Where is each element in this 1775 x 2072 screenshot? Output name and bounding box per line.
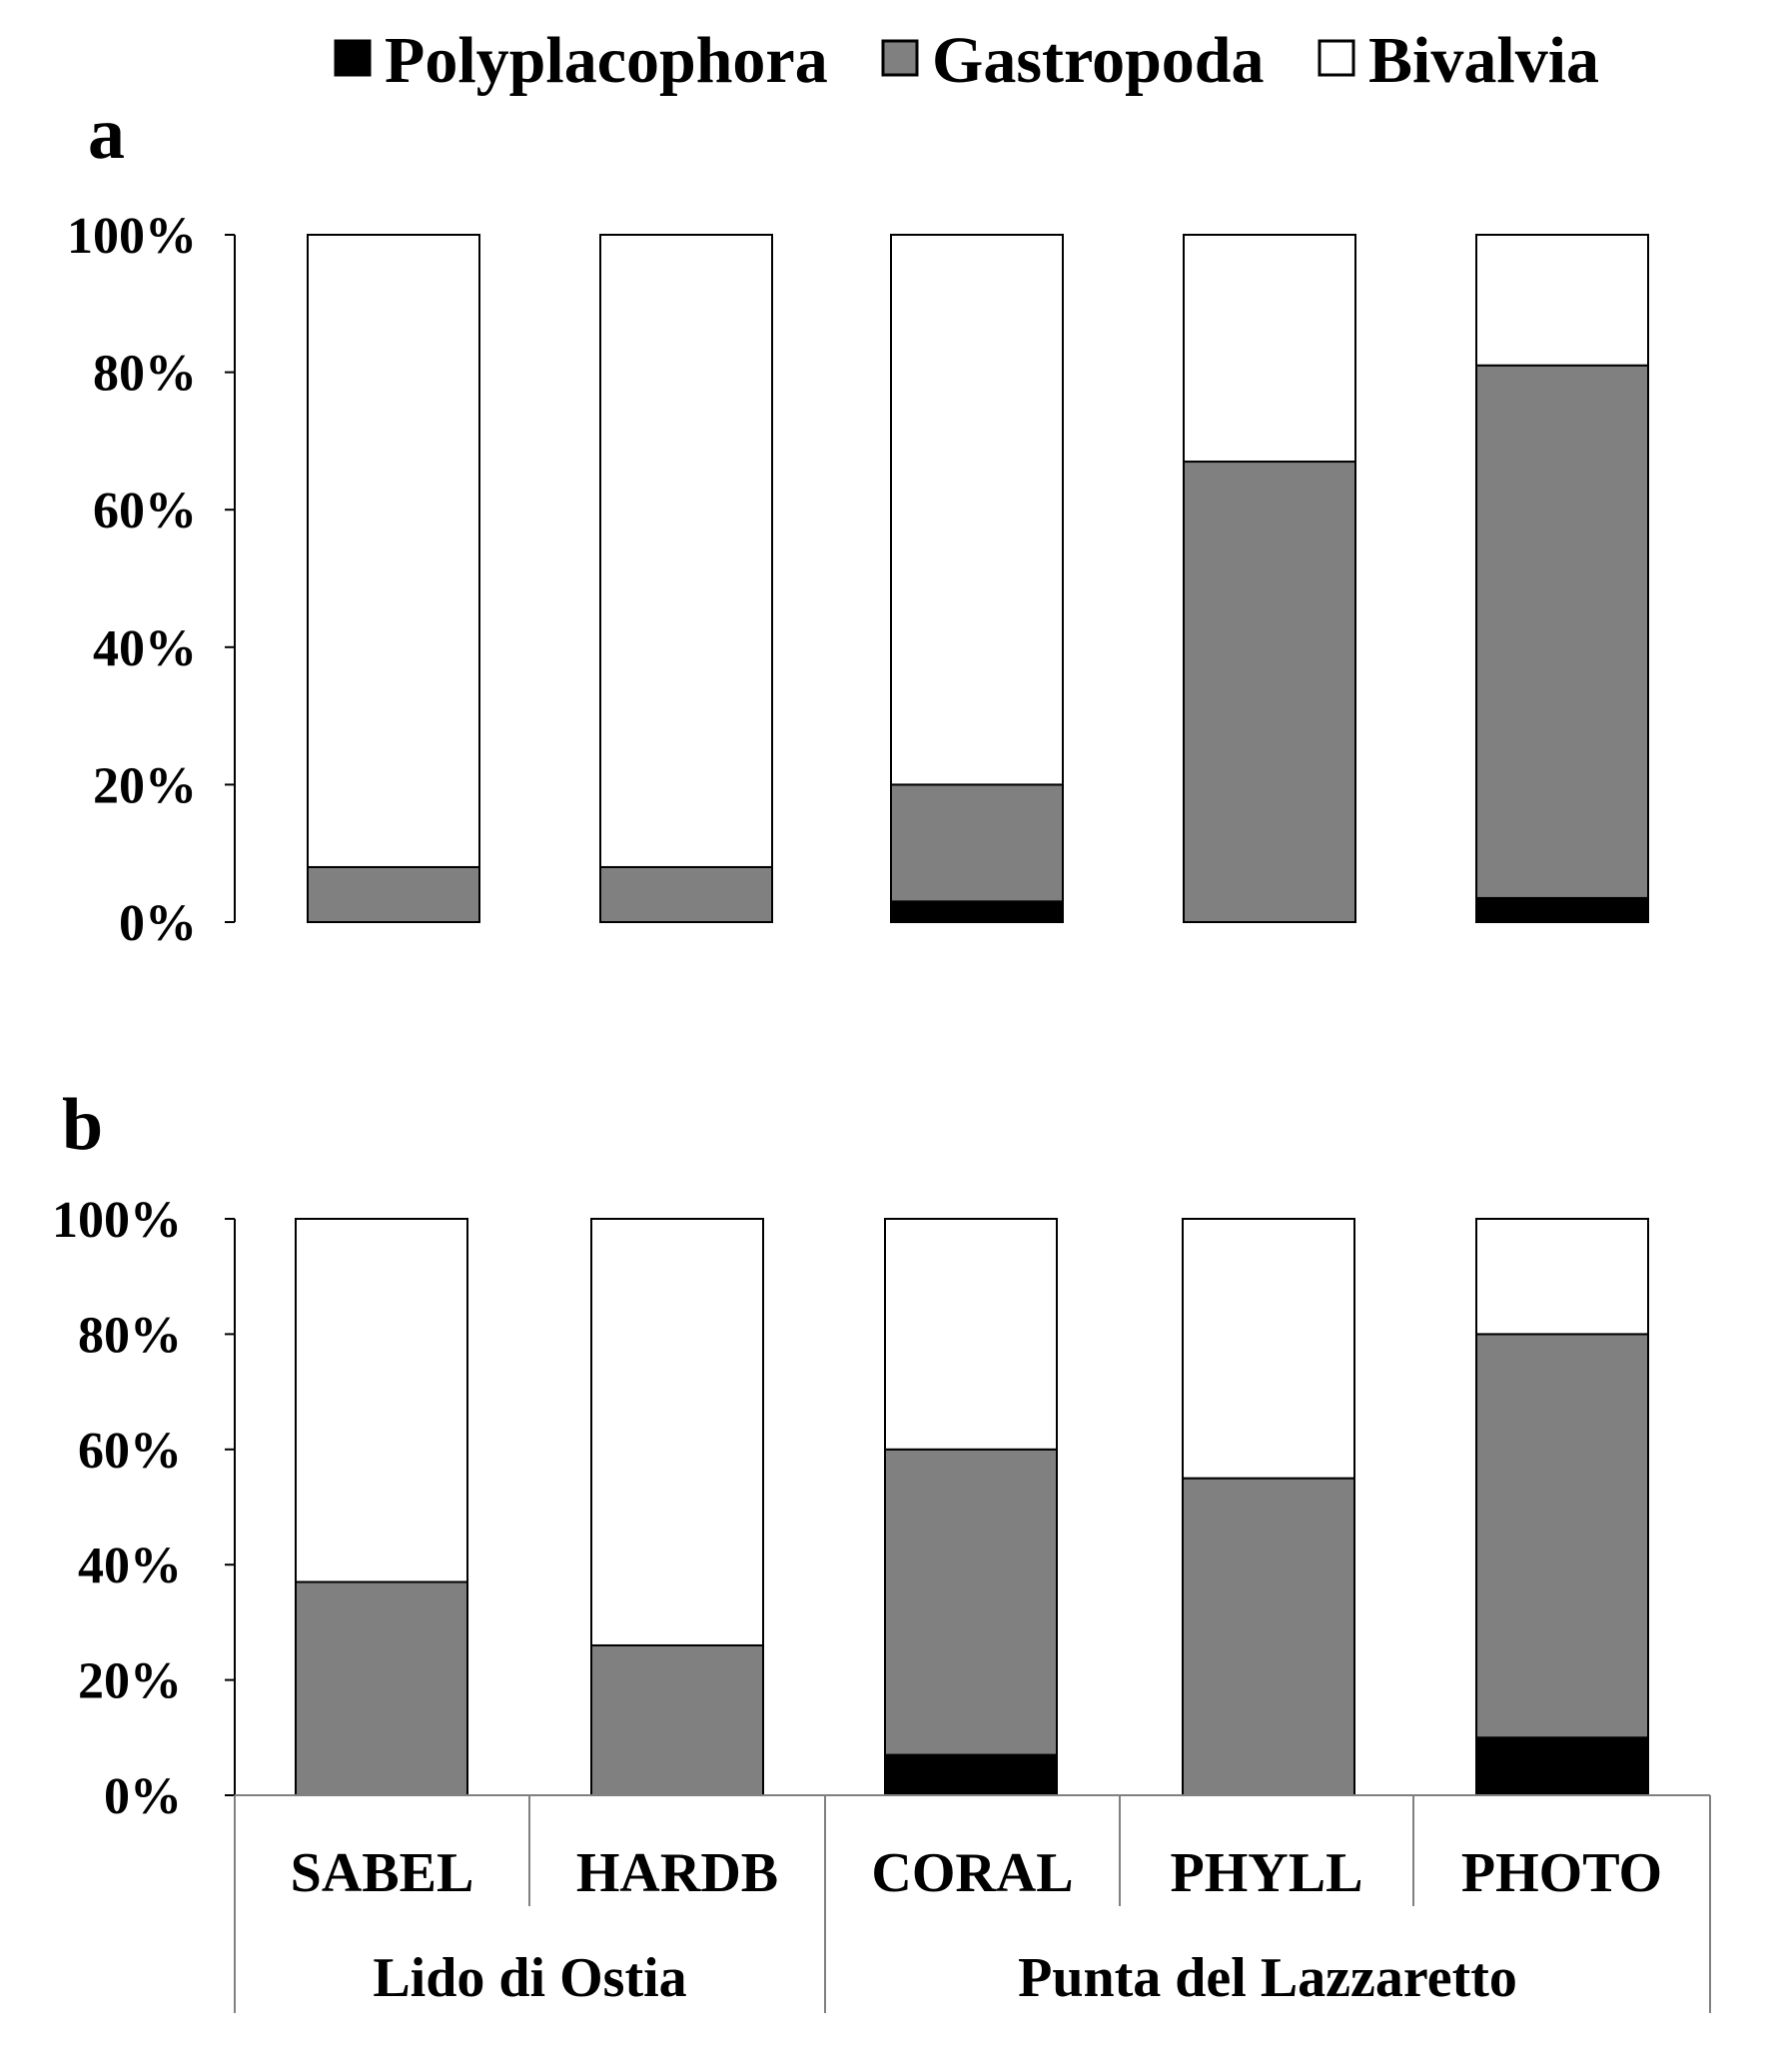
category-label-sabel: SABEL — [291, 1842, 474, 1904]
bar-segment-sabel-bivalvia — [307, 234, 480, 868]
legend-swatch-gastropoda — [881, 39, 919, 77]
bar-segment-coral-gastropoda — [884, 1448, 1058, 1756]
y-tick-label: 0% — [119, 895, 197, 952]
bar-segment-photo-gastropoda — [1475, 1333, 1649, 1739]
bar-segment-photo-gastropoda — [1475, 364, 1649, 899]
y-tick-label: 20% — [93, 757, 197, 814]
legend-label-gastropoda: Gastropoda — [932, 24, 1265, 97]
legend-swatch-polyplacophora — [334, 39, 372, 77]
bar-segment-phyll-bivalvia — [1182, 1218, 1355, 1480]
y-tick-label: 100% — [67, 208, 197, 265]
legend-swatch-bivalvia — [1318, 39, 1355, 77]
category-label-hardb: HARDB — [576, 1842, 778, 1904]
bar-segment-coral-polyplacophora — [890, 900, 1064, 923]
y-tick-label: 100% — [52, 1192, 182, 1249]
y-tick-label: 0% — [104, 1768, 182, 1825]
bar-segment-photo-polyplacophora — [1475, 1736, 1649, 1797]
bar-segment-phyll-gastropoda — [1183, 461, 1356, 923]
bar-segment-photo-bivalvia — [1475, 1218, 1649, 1336]
bar-segment-sabel-gastropoda — [307, 865, 480, 924]
panel-label: b — [62, 1084, 103, 1166]
bar-segment-phyll-gastropoda — [1182, 1477, 1355, 1797]
bar-segment-hardb-gastropoda — [590, 1643, 764, 1796]
y-tick-label: 80% — [93, 346, 197, 403]
legend: Polyplacophora Gastropoda Bivalvia — [334, 24, 1599, 97]
bar-segment-coral-bivalvia — [890, 234, 1064, 786]
bar-segment-photo-polyplacophora — [1475, 896, 1649, 923]
bar-segment-coral-bivalvia — [884, 1218, 1058, 1451]
bar-segment-sabel-gastropoda — [295, 1580, 468, 1797]
y-tick-label: 20% — [78, 1653, 182, 1710]
y-tick-label: 40% — [93, 620, 197, 677]
bar-segment-hardb-gastropoda — [599, 865, 773, 924]
panel-a: a 0% 20% 40% 60% 80% 100% — [67, 93, 1649, 952]
bar-segment-hardb-bivalvia — [590, 1218, 764, 1646]
panel-label: a — [88, 93, 125, 175]
group-label-lido-di-ostia: Lido di Ostia — [373, 1947, 686, 2009]
category-label-photo: PHOTO — [1461, 1842, 1662, 1904]
bar-segment-coral-polyplacophora — [884, 1753, 1058, 1796]
legend-label-bivalvia: Bivalvia — [1368, 24, 1599, 97]
y-tick-label: 80% — [78, 1307, 182, 1364]
legend-label-polyplacophora: Polyplacophora — [385, 24, 828, 97]
bar-segment-hardb-bivalvia — [599, 234, 773, 868]
bar-segment-phyll-bivalvia — [1183, 234, 1356, 464]
y-tick-label: 60% — [93, 483, 197, 539]
category-label-coral: CORAL — [871, 1842, 1073, 1904]
bar-segment-photo-bivalvia — [1475, 234, 1649, 367]
y-tick-label: 60% — [78, 1423, 182, 1480]
panel-b: b 0% 20% 40% 60% 80% 100% SABEL HARDB CORAL PHYLL P… — [52, 1084, 1711, 2013]
bar-segment-coral-gastropoda — [890, 783, 1064, 903]
bar-segment-sabel-bivalvia — [295, 1218, 468, 1583]
category-label-phyll: PHYLL — [1171, 1842, 1363, 1904]
y-tick-label: 40% — [78, 1538, 182, 1594]
group-label-punta-del-lazzaretto: Punta del Lazzaretto — [1018, 1947, 1517, 2009]
